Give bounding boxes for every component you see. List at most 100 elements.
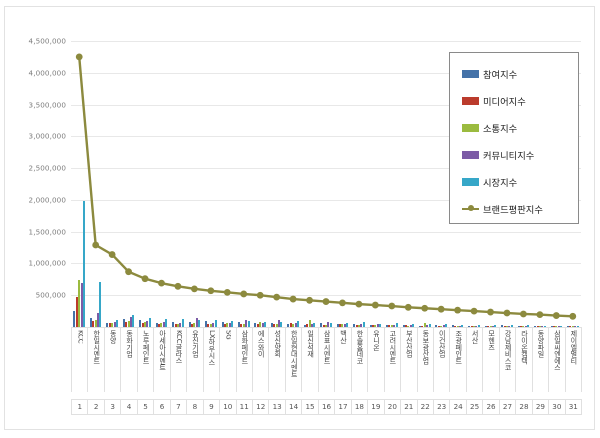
x-axis-category-cell: 유진기업 [187,327,204,392]
bar [209,323,212,327]
x-axis-category-label: 백산 [339,330,347,344]
x-axis-category-label: 동화기업 [125,330,133,358]
bar [407,325,410,327]
bar-group [351,41,367,327]
bar [503,325,506,327]
bar [158,323,161,327]
legend-item[interactable]: 시장지수 [462,168,578,195]
legend-item-label: 브랜드평판지수 [483,204,543,216]
bar [195,318,198,327]
bar [127,320,130,327]
x-axis-category-label: 노루페인트 [142,330,150,365]
bar [294,323,297,327]
rank-number-cell: 27 [499,399,517,414]
rank-number-cell: 23 [433,399,451,414]
bar [113,322,116,327]
x-axis-category-cell: 모헨즈 [483,327,500,392]
x-axis-category-cell: 부산산업 [401,327,418,392]
x-axis-category-labels: KCC 한일시멘트 동양 동화기업 노루페인트 아세아시멘트 KCC글라스 유진기업 LX하우시… [71,327,583,392]
bar [437,325,440,327]
rank-number-cell: 8 [187,399,204,414]
chart-container: 4,500,000 4,000,000 3,500,000 3,000,000 2,50… [4,6,595,430]
bar [160,323,163,327]
bar [393,324,396,327]
x-axis-category-label: 한솔홈데코 [355,330,363,365]
bar [263,321,266,327]
bar [550,326,553,327]
bar [254,323,257,327]
bar-group [400,41,416,327]
x-axis-category-cell: 동보광산업 [417,327,434,392]
bar [346,323,349,327]
bar [99,282,102,327]
gridline: 4,500,000 [29,37,581,46]
bar [428,324,431,327]
x-axis-category-cell: 라이온켐텍 [516,327,533,392]
bar [534,326,537,327]
bar-group [565,41,581,327]
bar-group [252,41,268,327]
bar-group [482,41,498,327]
rank-number-cell: 25 [466,399,484,414]
bar-group [268,41,284,327]
x-axis-category-label: 라이온켐텍 [520,330,528,365]
x-axis-category-cell: 동양파일 [532,327,550,392]
bar [371,324,374,327]
legend-item[interactable]: 소통지수 [462,114,578,141]
bar [270,322,273,327]
bar [247,321,250,327]
bar [386,325,389,327]
y-axis-tick-label: 4,000,000 [28,68,66,78]
bar [435,325,438,327]
bar [275,323,278,327]
bar [92,320,95,327]
x-axis-category-cell: 동양 [104,327,122,392]
x-axis-category-label: 서산 [471,330,479,344]
bar [355,325,358,327]
rank-number-cell: 4 [121,399,138,414]
rank-number-cell: 7 [170,399,188,414]
x-axis-category-label: 이건산업 [438,330,446,358]
bar [487,325,490,327]
rank-number-cell: 24 [450,399,467,414]
x-axis-category-label: 삼일씨엔에스 [553,330,561,371]
bar [353,324,356,327]
rank-number-cell: 10 [220,399,237,414]
legend-item[interactable]: 커뮤니티지수 [462,141,578,168]
bar [329,322,332,327]
x-axis-category-label: 에스와이 [257,330,265,358]
bar [557,326,560,327]
legend-item[interactable]: 참여지수 [462,60,578,87]
bar [296,321,299,327]
bar [440,325,443,327]
y-axis-tick-label: 2,000,000 [28,195,66,205]
bar [129,317,132,327]
rank-number-cell: 5 [137,399,155,414]
bar [339,324,342,327]
bar [459,325,462,327]
bar [501,325,504,327]
rank-number-cell: 22 [417,399,434,414]
x-axis-category-label: 삼표시멘트 [323,330,331,365]
bar [522,326,525,327]
bar-group [548,41,564,327]
bar [494,324,497,327]
legend-swatch-icon [462,204,479,213]
x-axis-category-cell: LX하우시스 [203,327,221,392]
bar [409,325,412,327]
legend-item[interactable]: 미디어지수 [462,87,578,114]
bar-group [334,41,350,327]
legend-swatch-icon [462,69,479,78]
bar [538,326,541,327]
x-axis-category-label: 성신양회 [273,330,281,358]
bar [287,323,290,327]
bar [132,315,135,327]
bar [174,323,177,327]
rank-number-cell: 15 [302,399,319,414]
legend-item[interactable]: 브랜드평판지수 [462,195,578,222]
bar-group [449,41,465,327]
y-axis-tick-label: 1,000,000 [28,258,66,268]
bar [172,321,175,327]
bar [144,322,147,327]
legend-swatch-icon [462,150,479,159]
